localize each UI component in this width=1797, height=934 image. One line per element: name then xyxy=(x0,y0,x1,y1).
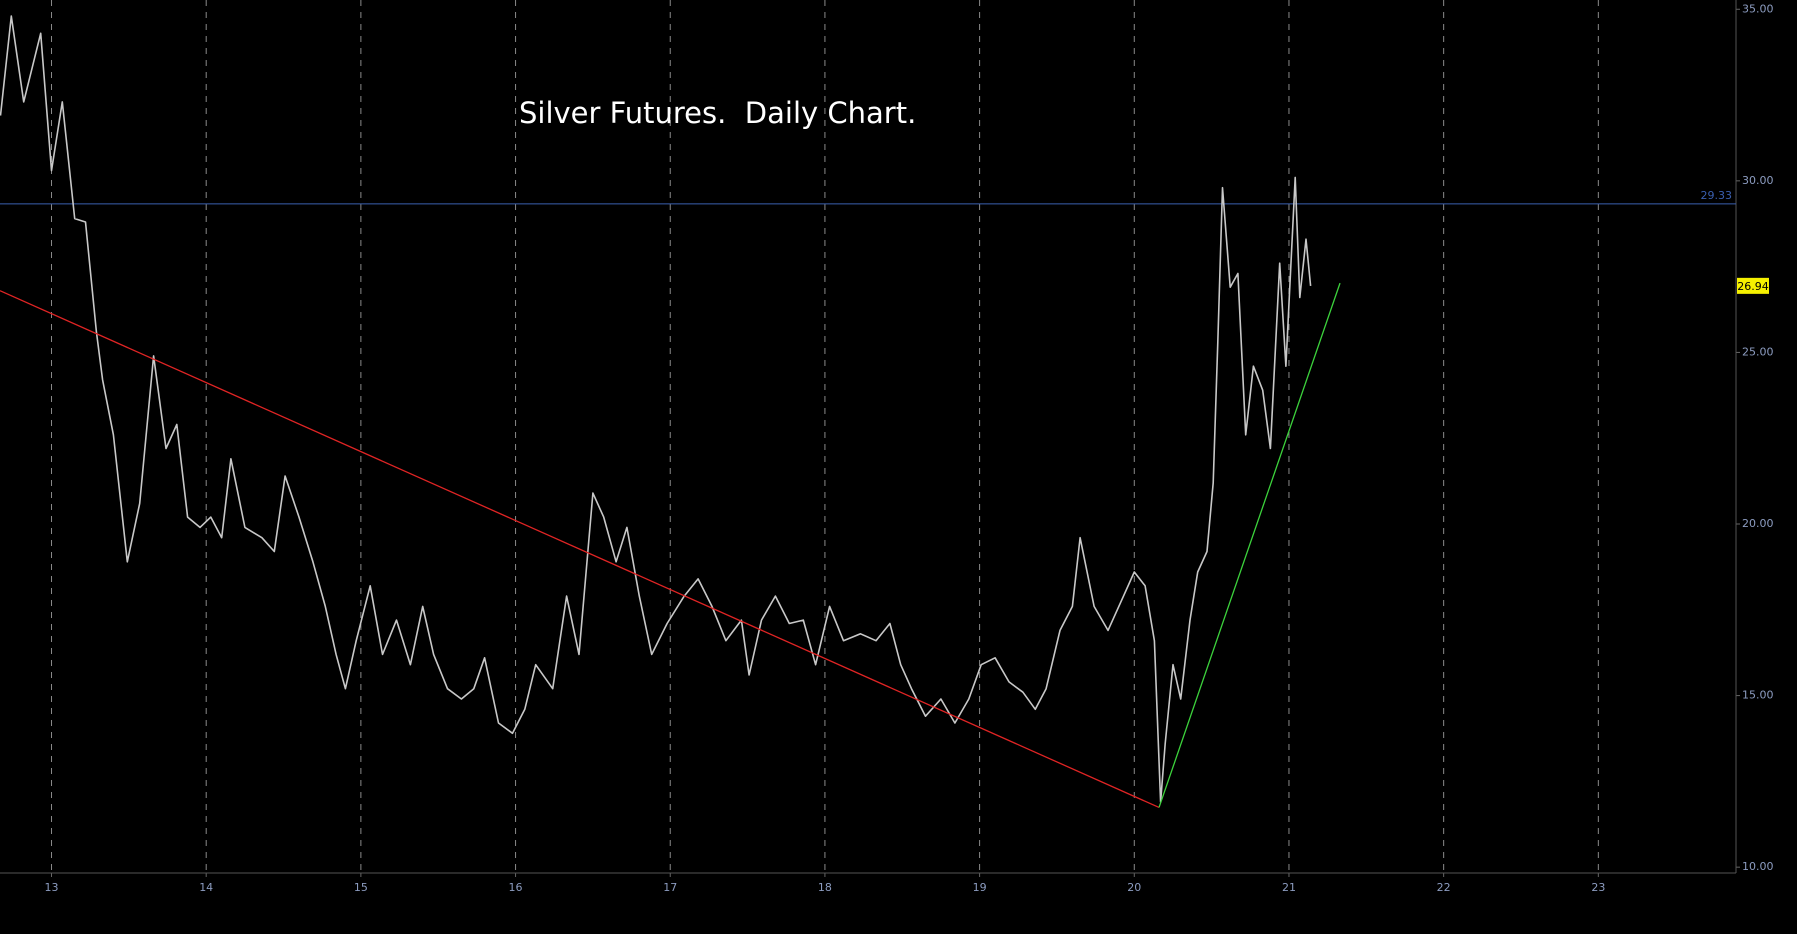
y-tick-label: 30.00 xyxy=(1742,174,1774,187)
x-tick-label: 20 xyxy=(1127,881,1141,894)
level-label: 29.33 xyxy=(1701,189,1733,202)
x-tick-label: 17 xyxy=(663,881,677,894)
x-tick-label: 16 xyxy=(509,881,523,894)
x-tick-label: 19 xyxy=(973,881,987,894)
y-tick-label: 25.00 xyxy=(1742,345,1774,358)
x-tick-label: 15 xyxy=(354,881,368,894)
x-tick-label: 23 xyxy=(1591,881,1605,894)
trendline xyxy=(0,290,1160,809)
price-line xyxy=(0,15,1312,803)
chart-title: Silver Futures. Daily Chart. xyxy=(519,96,916,130)
y-tick-label: 15.00 xyxy=(1742,689,1774,702)
x-tick-label: 18 xyxy=(818,881,832,894)
x-tick-label: 14 xyxy=(199,881,213,894)
y-tick-label: 35.00 xyxy=(1742,2,1774,15)
last-price-box xyxy=(1737,277,1769,294)
x-tick-label: 13 xyxy=(45,881,59,894)
trendline xyxy=(1158,282,1341,808)
y-tick-label: 20.00 xyxy=(1742,517,1774,530)
y-tick-label: 10.00 xyxy=(1742,860,1774,873)
x-tick-label: 21 xyxy=(1282,881,1296,894)
last-price-label: 26.94 xyxy=(1737,280,1769,293)
x-tick-label: 22 xyxy=(1437,881,1451,894)
